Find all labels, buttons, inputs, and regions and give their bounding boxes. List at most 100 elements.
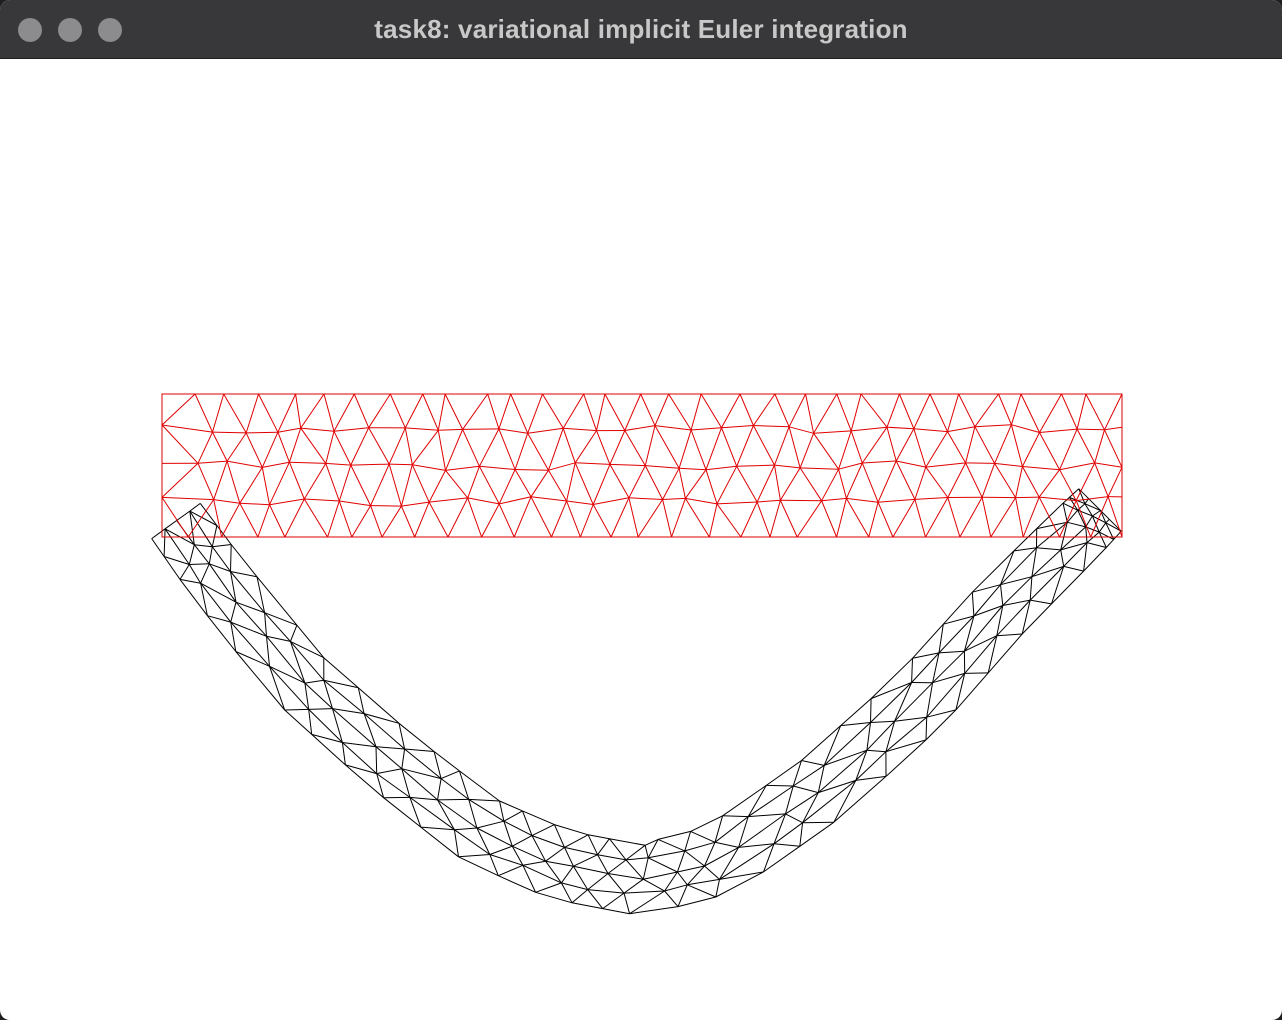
mesh-edge xyxy=(850,430,863,464)
mesh-edge xyxy=(213,460,228,500)
mesh-edge xyxy=(289,625,298,642)
mesh-edge xyxy=(1031,547,1037,577)
mesh-edge xyxy=(208,563,237,603)
mesh-edge xyxy=(401,501,430,507)
mesh-edge xyxy=(607,873,625,894)
mesh-edge xyxy=(239,502,270,506)
mesh-edge xyxy=(870,720,895,723)
mesh-edge xyxy=(855,751,887,781)
mesh-edge xyxy=(870,682,912,700)
mesh-edge xyxy=(193,544,210,565)
mesh-edge xyxy=(868,502,879,538)
mesh-edge xyxy=(1038,496,1061,538)
mesh-edge xyxy=(370,505,383,538)
mesh-edge xyxy=(266,635,306,684)
mesh-edge xyxy=(163,528,166,557)
mesh-edge xyxy=(1029,576,1033,601)
mesh-edge xyxy=(478,466,500,505)
mesh-edge xyxy=(437,430,446,471)
mesh-edge xyxy=(269,461,290,505)
mesh-edge xyxy=(535,891,573,904)
mesh-edge xyxy=(629,890,665,915)
mesh-edge xyxy=(1039,496,1077,502)
mesh-edge xyxy=(895,428,915,462)
mesh-edge xyxy=(609,430,626,465)
mesh-edge xyxy=(1084,503,1101,511)
mesh-edge xyxy=(925,717,928,740)
mesh-edge xyxy=(925,462,966,468)
mesh-edge xyxy=(339,500,371,507)
mesh-edge xyxy=(284,708,309,711)
mesh-edge xyxy=(459,770,500,802)
mesh-edge xyxy=(955,672,989,711)
render-canvas[interactable] xyxy=(2,59,1280,1018)
mesh-edge xyxy=(207,615,237,652)
mesh-edge xyxy=(609,838,646,846)
mesh-edge xyxy=(981,463,996,498)
mesh-edge xyxy=(230,544,232,572)
mesh-edge xyxy=(290,641,325,681)
mesh-edge xyxy=(885,716,928,753)
mesh-edge xyxy=(239,502,259,538)
mesh-edge xyxy=(468,798,500,802)
mesh-edge xyxy=(823,725,842,766)
maximize-button[interactable] xyxy=(98,18,122,42)
mesh-edge xyxy=(596,393,606,431)
mesh-edge xyxy=(571,902,603,910)
mesh-edge xyxy=(965,426,976,464)
mesh-edge xyxy=(1010,424,1023,467)
mesh-edge xyxy=(179,564,190,580)
mesh-edge xyxy=(846,497,879,503)
mesh-edge xyxy=(1060,526,1087,551)
mesh-edge xyxy=(588,834,610,840)
mesh-edge xyxy=(747,785,767,817)
mesh-edge xyxy=(445,429,464,471)
mesh-edge xyxy=(687,884,716,898)
mesh-edge xyxy=(861,426,888,464)
mesh-edge xyxy=(824,749,868,766)
mesh-edge xyxy=(994,463,1017,498)
mesh-edge xyxy=(375,746,403,770)
mesh-edge xyxy=(704,846,739,867)
close-button[interactable] xyxy=(18,18,42,42)
mesh-edge xyxy=(277,432,290,463)
mesh-edge xyxy=(342,742,378,774)
mesh-edge xyxy=(609,838,627,861)
title-bar[interactable]: task8: variational implicit Euler integr… xyxy=(0,0,1282,59)
mesh-edge xyxy=(498,428,516,470)
mesh-edge xyxy=(498,864,524,877)
mesh-edge xyxy=(363,713,377,747)
mesh-edge xyxy=(370,463,390,506)
mesh-edge xyxy=(932,650,965,684)
mesh-edge xyxy=(323,679,365,714)
mesh-edge xyxy=(974,426,996,464)
mesh-edge xyxy=(428,470,446,503)
mesh-edge xyxy=(623,878,644,894)
mesh-edge xyxy=(799,433,815,469)
mesh-edge xyxy=(684,469,707,499)
mesh-edge xyxy=(643,878,665,892)
mesh-edge xyxy=(401,748,406,769)
mesh-edge xyxy=(444,393,464,430)
mesh-edge xyxy=(200,563,210,584)
mesh-edge xyxy=(531,835,565,848)
mesh-edge xyxy=(325,462,351,466)
mesh-edge xyxy=(187,499,215,538)
mesh-edge xyxy=(404,748,442,779)
minimize-button[interactable] xyxy=(58,18,82,42)
mesh-edge xyxy=(498,469,516,505)
mesh-edge xyxy=(548,469,568,502)
mesh-edge xyxy=(625,857,649,861)
mesh-edge xyxy=(230,621,267,637)
mesh-edge xyxy=(657,830,691,840)
mesh-edge xyxy=(597,854,627,861)
mesh-edge xyxy=(684,498,710,538)
mesh-edge xyxy=(1061,393,1078,430)
mesh-edge xyxy=(870,698,872,723)
mesh-edge xyxy=(662,497,686,500)
mesh-edge xyxy=(766,760,802,786)
mesh-edge xyxy=(542,393,564,429)
mesh-edge xyxy=(987,635,998,674)
mesh-edge xyxy=(912,623,944,659)
mesh-edge xyxy=(913,393,931,429)
